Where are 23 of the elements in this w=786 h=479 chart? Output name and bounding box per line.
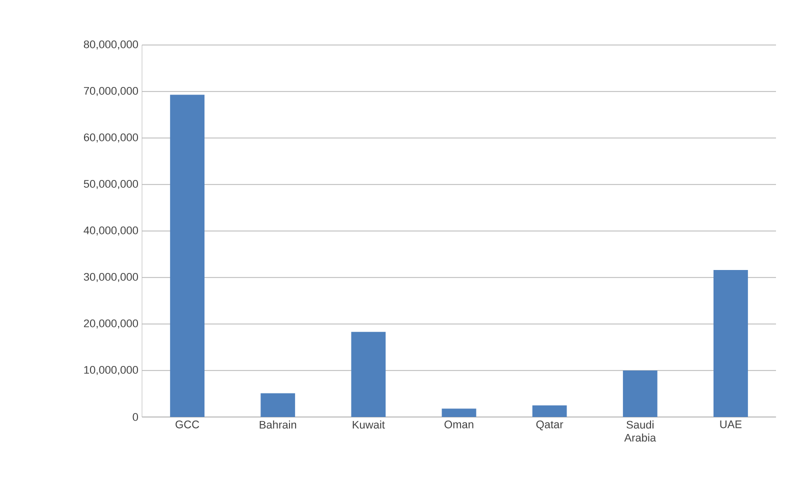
bar <box>351 332 386 417</box>
bar <box>532 405 567 417</box>
y-tick-label: 30,000,000 <box>84 272 138 282</box>
x-tick-label: Kuwait <box>352 420 385 429</box>
y-tick-label: 70,000,000 <box>84 86 138 96</box>
x-tick-label: Bahrain <box>260 420 296 429</box>
y-tick-label: 80,000,000 <box>84 40 138 50</box>
y-tick-label: 0 <box>132 413 138 421</box>
y-tick-label: 40,000,000 <box>84 226 138 236</box>
y-tick-label: 50,000,000 <box>84 180 138 190</box>
y-tick-label: 10,000,000 <box>84 366 138 376</box>
y-tick-label: 20,000,000 <box>84 319 138 329</box>
x-tick-label: Oman <box>444 420 474 428</box>
x-tick-label: Saudi Arabia <box>624 420 656 442</box>
bar <box>442 408 476 417</box>
x-tick-label: UAE <box>720 420 742 428</box>
y-tick-label: 60,000,000 <box>84 133 138 143</box>
bar <box>714 270 748 417</box>
bar <box>622 370 658 417</box>
x-tick-label: GCC <box>176 420 200 428</box>
bar <box>170 94 204 417</box>
bar <box>260 393 296 417</box>
x-tick-label: Qatar <box>536 420 564 430</box>
